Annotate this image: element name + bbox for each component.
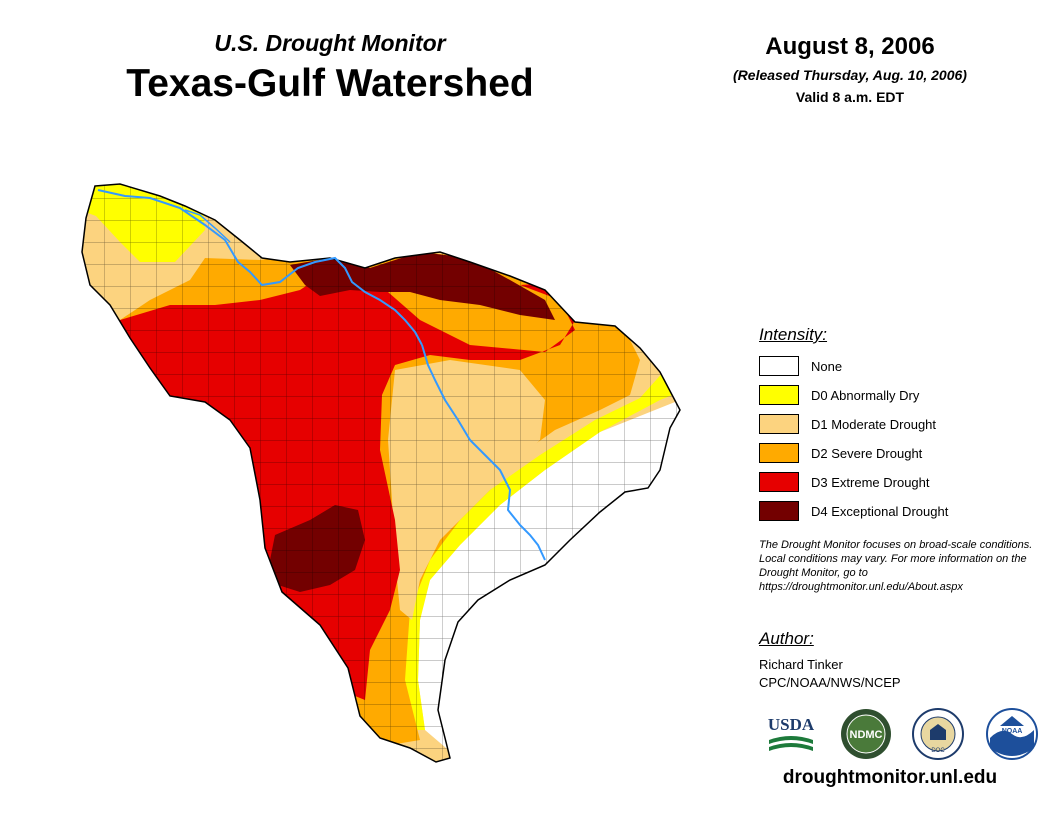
valid-time: Valid 8 a.m. EDT [795,89,905,105]
svg-text:DOC: DOC [931,748,945,754]
author-org: CPC/NOAA/NWS/NCEP [759,675,901,690]
map-subtitle: U.S. Drought Monitor [214,30,446,56]
river-red [97,189,423,346]
legend-heading: Intensity: [759,325,828,344]
legend-label: D2 Severe Drought [811,445,923,461]
svg-text:USDA: USDA [768,715,815,734]
legend-item-d0: D0 Abnormally Dry [759,384,919,406]
legend-swatch-d4 [759,501,799,521]
map-title: Texas-Gulf Watershed [126,62,534,105]
map-date: August 8, 2006 [765,33,935,60]
legend-swatch-d3 [759,472,799,492]
svg-text:NOAA: NOAA [1002,728,1023,735]
county-lines [82,184,680,762]
drought-map [81,183,681,763]
river-north [184,209,231,243]
disclaimer-note: The Drought Monitor focuses on broad-sca… [759,539,1033,593]
legend-label: None [811,358,843,374]
river-brazos [421,344,546,561]
release-date: (Released Thursday, Aug. 10, 2006) [733,67,967,83]
usda-logo: USDA [768,715,815,751]
legend-item-d4: D4 Exceptional Drought [759,500,948,522]
noaa-logo: NOAA [986,708,1038,760]
legend-item-d2: D2 Severe Drought [759,442,922,464]
author-heading: Author: [759,629,814,648]
legend-swatch-d2 [759,443,799,463]
watershed-boundary [81,183,681,763]
legend-item-none: None [759,355,842,377]
legend-swatch-none [759,356,799,376]
author-name: Richard Tinker [759,657,843,672]
legend-label: D3 Extreme Drought [811,474,930,490]
ndmc-logo: NDMC [841,709,891,759]
legend-item-d1: D1 Moderate Drought [759,413,936,435]
legend-label: D1 Moderate Drought [811,416,937,432]
legend-item-d3: D3 Extreme Drought [759,471,930,493]
doc-seal-logo: DOC [912,708,964,760]
svg-text:NDMC: NDMC [850,729,883,741]
legend-label: D4 Exceptional Drought [811,503,949,519]
legend-label: D0 Abnormally Dry [811,387,920,403]
website-url[interactable]: droughtmonitor.unl.edu [782,767,998,788]
legend-swatch-d0 [759,385,799,405]
legend-swatch-d1 [759,414,799,434]
